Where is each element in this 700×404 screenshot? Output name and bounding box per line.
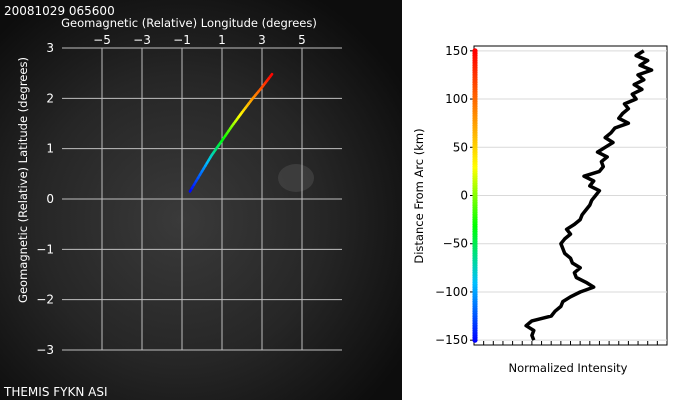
intensity-profile-chart: 150 100 50 0 −50 −100 −150 Distance From Arc (… [412,44,668,375]
distance-tick-label: 100 [445,92,468,106]
grid-lines [62,47,342,351]
profile-grid-lines [470,50,667,345]
intensity-trace-line [524,49,654,341]
latitude-tick-label: −3 [36,343,54,357]
distance-axis-title: Distance From Arc (km) [412,128,426,263]
distance-tick-labels: 150 100 50 0 −50 −100 −150 [435,44,468,347]
colorbar-marker [472,48,478,54]
longitude-tick-label: 1 [218,33,226,47]
latitude-tick-label: 3 [46,41,54,55]
geomagnetic-grid-chart: −5 −3 −1 1 3 5 3 2 1 0 −1 −2 −3 20081029 065600 Geo… [0,0,402,400]
distance-tick-label: −100 [435,285,468,299]
longitude-tick-labels: −5 −3 −1 1 3 5 [93,33,306,47]
distance-tick-label: 150 [445,44,468,58]
sky-image-background [0,0,402,400]
latitude-tick-label: −2 [36,293,54,307]
timestamp-label: 20081029 065600 [4,4,115,18]
distance-tick-label: 0 [460,189,468,203]
arc-segment [269,72,274,78]
latitude-tick-label: 1 [46,142,54,156]
latitude-tick-label: 2 [46,91,54,105]
longitude-tick-label: 5 [298,33,306,47]
longitude-tick-label: −3 [133,33,151,47]
x-axis-title: Geomagnetic (Relative) Longitude (degree… [61,16,317,30]
distance-tick-label: 50 [453,140,468,154]
sky-bright-patch [278,164,314,192]
auroral-arc-line [188,72,274,193]
distance-colorbar [472,48,478,343]
intensity-axis-title: Normalized Intensity [509,361,628,375]
distance-tick-label: −150 [435,333,468,347]
instrument-caption: THEMIS FYKN ASI [3,385,108,399]
latitude-tick-label: 0 [46,192,54,206]
distance-tick-label: −50 [443,237,468,251]
intensity-profile-panel: 150 100 50 0 −50 −100 −150 Distance From Arc (… [402,0,700,400]
latitude-tick-label: −1 [36,242,54,256]
longitude-tick-label: 3 [258,33,266,47]
y-axis-title: Geomagnetic (Relative) Latitude (degrees… [16,57,30,303]
all-sky-image-panel: −5 −3 −1 1 3 5 3 2 1 0 −1 −2 −3 20081029 065600 Geo… [0,0,402,400]
latitude-tick-labels: 3 2 1 0 −1 −2 −3 [36,41,54,357]
longitude-tick-label: −1 [173,33,191,47]
longitude-tick-label: −5 [93,33,111,47]
